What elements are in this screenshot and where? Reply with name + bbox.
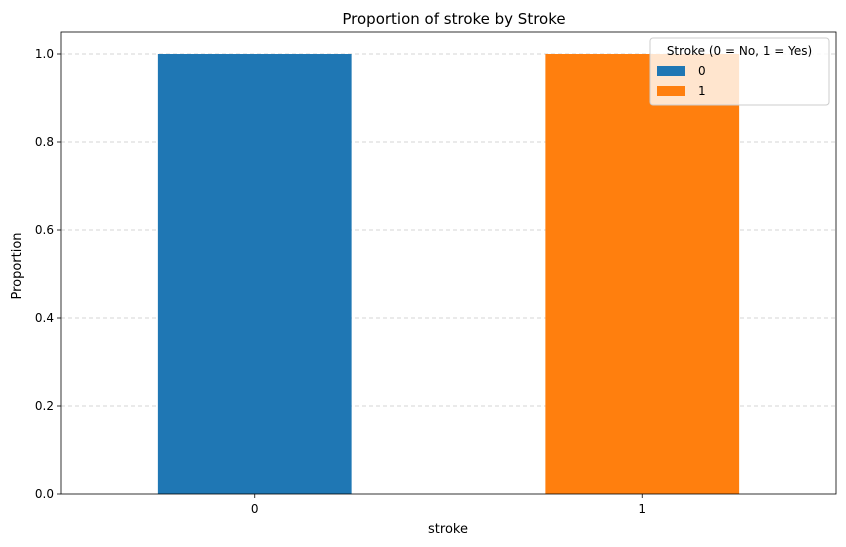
y-tick-label: 0.6: [35, 223, 54, 237]
bars: [157, 54, 740, 494]
legend-label-1: 1: [698, 84, 706, 98]
plot-frame: [60, 31, 837, 495]
legend: Stroke (0 = No, 1 = Yes) 01: [649, 37, 830, 106]
y-tick-label: 0.8: [35, 135, 54, 149]
y-tick-label: 1.0: [35, 47, 54, 61]
x-tick-label: 0: [251, 502, 259, 516]
legend-frame: [649, 37, 830, 106]
x-tick-label: 1: [638, 502, 646, 516]
chart-title: Proportion of stroke by Stroke: [342, 10, 565, 28]
y-tick-label: 0.4: [35, 311, 54, 325]
bar-1-series-1: [545, 54, 740, 494]
legend-title: Stroke (0 = No, 1 = Yes): [667, 44, 812, 58]
bar-0-series-0: [157, 54, 352, 494]
y-tick-label: 0.2: [35, 399, 54, 413]
y-axis-ticks: 0.0 0.2 0.4 0.6 0.8 1.0: [35, 47, 61, 501]
legend-swatch-1: [657, 86, 685, 96]
y-tick-label: 0.0: [35, 487, 54, 501]
x-axis-label: stroke: [428, 522, 468, 537]
legend-label-0: 0: [698, 64, 706, 78]
legend-entries: 01: [657, 64, 706, 98]
legend-swatch-0: [657, 66, 685, 76]
y-axis-label: Proportion: [10, 232, 25, 299]
